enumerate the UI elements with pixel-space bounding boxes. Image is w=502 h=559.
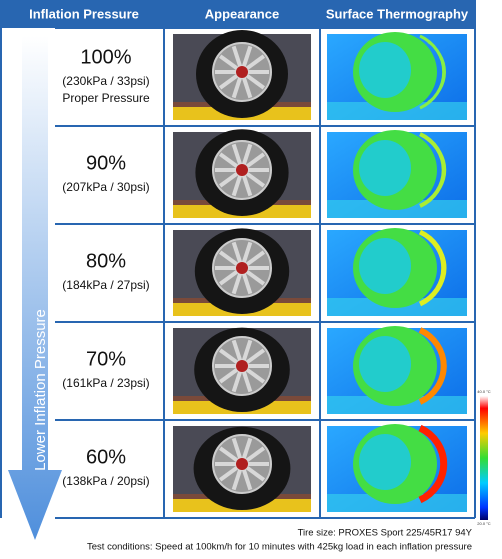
thermo-tread2	[426, 432, 447, 496]
tire-photo	[173, 228, 311, 316]
scale-max: 40.0 °C	[477, 389, 490, 394]
thermo-side	[359, 434, 411, 490]
pressure-detail: (138kPa / 20psi)	[62, 474, 149, 488]
color-scale	[480, 396, 488, 520]
header-cell: Appearance	[205, 6, 279, 21]
thermo-image	[327, 32, 467, 120]
arrow	[8, 36, 62, 540]
header-cell: Surface Thermography	[326, 6, 469, 21]
tire-photo	[173, 129, 311, 218]
thermo-image	[327, 424, 467, 512]
pressure-detail: (161kPa / 23psi)	[62, 376, 149, 390]
tire-photo	[173, 30, 311, 120]
thermo-side	[359, 42, 411, 98]
header-cell: Inflation Pressure	[29, 6, 139, 21]
tire-photo	[173, 327, 311, 414]
pressure-detail: Proper Pressure	[62, 91, 150, 105]
thermo-image	[327, 130, 467, 218]
pressure-percent: 90%	[86, 152, 126, 174]
tire-photo	[173, 426, 311, 512]
thermo-side	[359, 140, 411, 196]
hub	[236, 458, 248, 470]
hub	[236, 164, 248, 176]
pressure-percent: 60%	[86, 446, 126, 468]
pressure-detail: (184kPa / 27psi)	[62, 278, 149, 292]
thermo-tread2	[427, 41, 446, 103]
thermo-image	[327, 326, 467, 414]
pressure-detail: (207kPa / 30psi)	[62, 180, 149, 194]
thermo-tread2	[427, 236, 447, 300]
thermo-image	[327, 228, 467, 316]
arrow-label: Lower Inflation Pressure	[32, 309, 49, 471]
footer-size: Tire size: PROXES Sport 225/45R17 94Y	[298, 528, 473, 539]
thermo-side	[359, 238, 411, 294]
hub	[236, 262, 248, 274]
hub	[236, 360, 248, 372]
hub	[236, 66, 248, 78]
thermo-tread2	[427, 138, 447, 202]
pressure-percent: 100%	[80, 46, 131, 68]
header-bar	[0, 0, 475, 28]
thermo-tread2	[427, 334, 447, 398]
pressure-detail: (230kPa / 33psi)	[62, 74, 149, 88]
thermo-side	[359, 336, 411, 392]
scale-min: 20.0 °C	[477, 521, 490, 526]
footer-conditions: Test conditions: Speed at 100km/h for 10…	[87, 542, 472, 553]
pressure-percent: 70%	[86, 348, 126, 370]
pressure-percent: 80%	[86, 250, 126, 272]
